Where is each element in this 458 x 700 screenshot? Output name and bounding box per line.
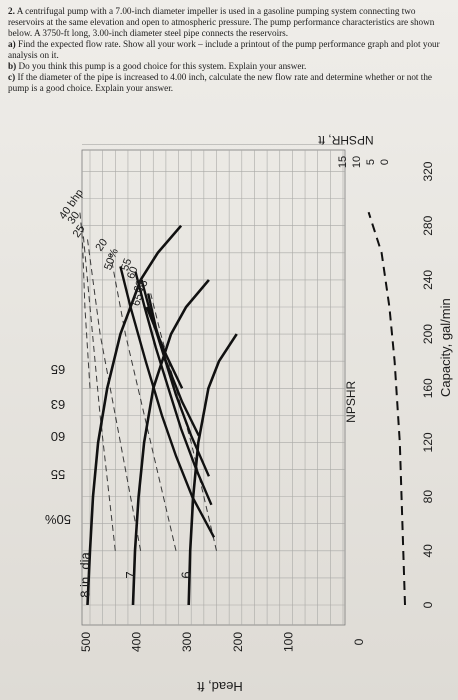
y2-tick-label: 15 <box>337 156 349 168</box>
efficiency-curve-label: 63 <box>132 279 147 295</box>
impeller-curve <box>187 333 238 606</box>
part-c: c) If the diameter of the pipe is increa… <box>8 72 452 94</box>
y-tick-label: 100 <box>281 632 295 652</box>
impeller-curve <box>86 224 183 606</box>
y-axis-label: Head, ft <box>197 679 243 694</box>
x-tick-label: 0 <box>421 601 435 608</box>
problem-statement: 2. A centrifugal pump with a 7.00-inch d… <box>8 6 452 94</box>
impeller-curve-label: 7 <box>123 571 138 578</box>
x-tick-label: 120 <box>421 432 435 452</box>
efficiency-curve-label: 65 <box>130 292 145 308</box>
part-b-text: Do you think this pump is a good choice … <box>18 61 307 71</box>
bhp-curve <box>150 293 217 551</box>
part-a-text: Find the expected flow rate. Show all yo… <box>8 39 440 60</box>
y2-tick-label: 0 <box>379 159 391 165</box>
bhp-curve-label: 15 <box>134 277 151 294</box>
part-a: a) Find the expected flow rate. Show all… <box>8 39 452 61</box>
part-b: b) Do you think this pump is a good choi… <box>8 61 452 72</box>
part-c-label: c) <box>8 72 16 82</box>
impeller-curve-label: 8 in. dia <box>77 551 92 597</box>
chart-curves <box>79 211 406 606</box>
y2-tick-label: 10 <box>351 156 363 168</box>
npshr-curve <box>367 211 406 606</box>
x-tick-label: 240 <box>421 270 435 290</box>
efficiency-edge-label: 55 <box>51 467 65 482</box>
part-b-label: b) <box>8 61 17 71</box>
bhp-curve-label: 25 <box>71 223 88 240</box>
efficiency-edge-label: 63 <box>51 397 65 412</box>
efficiency-curve <box>140 279 211 477</box>
y-tick-label: 300 <box>180 632 194 652</box>
problem-number: 2. <box>8 6 15 16</box>
efficiency-edge-label: 50% <box>45 512 71 527</box>
efficiency-edge-label: 65 <box>51 362 65 377</box>
y-tick-label: 500 <box>79 632 93 652</box>
efficiency-curve-label: 60 <box>125 265 140 281</box>
y2-axis-label: NPSHR, ft <box>318 133 374 147</box>
bhp-curve <box>81 225 116 551</box>
bhp-curve <box>79 212 91 389</box>
x-tick-label: 80 <box>421 490 435 504</box>
x-tick-label: 200 <box>421 324 435 344</box>
problem-intro: 2. A centrifugal pump with a 7.00-inch d… <box>8 6 452 39</box>
y-tick-label: 0 <box>352 638 366 645</box>
part-c-text: If the diameter of the pipe is increased… <box>8 72 432 93</box>
problem-intro-text: A centrifugal pump with a 7.00-inch diam… <box>8 6 435 38</box>
x-axis-label: Capacity, gal/min <box>438 298 453 397</box>
y-tick-label: 200 <box>231 632 245 652</box>
plot-frame <box>81 149 346 626</box>
efficiency-curve <box>145 306 184 389</box>
x-tick-label: 320 <box>421 161 435 181</box>
bhp-curve <box>109 252 177 551</box>
impeller-curve-label: 6 <box>179 571 194 578</box>
x-tick-label: 160 <box>421 378 435 398</box>
y2-tick-label: 5 <box>365 159 377 165</box>
x-tick-label: 40 <box>421 544 435 558</box>
bhp-curve <box>87 239 142 551</box>
efficiency-edge-label: 60 <box>51 429 65 444</box>
efficiency-curve <box>147 293 200 437</box>
chart-grid <box>81 144 346 626</box>
bhp-curve-label: 20 <box>93 237 110 254</box>
bhp-curve-label: 30 <box>66 210 83 227</box>
efficiency-curve-label: 55 <box>119 257 134 273</box>
y-tick-label: 400 <box>130 632 144 652</box>
part-a-label: a) <box>8 39 16 49</box>
x-tick-label: 280 <box>421 215 435 235</box>
impeller-curve <box>131 279 210 606</box>
npshr-curve-label: NPSHR <box>344 380 358 422</box>
